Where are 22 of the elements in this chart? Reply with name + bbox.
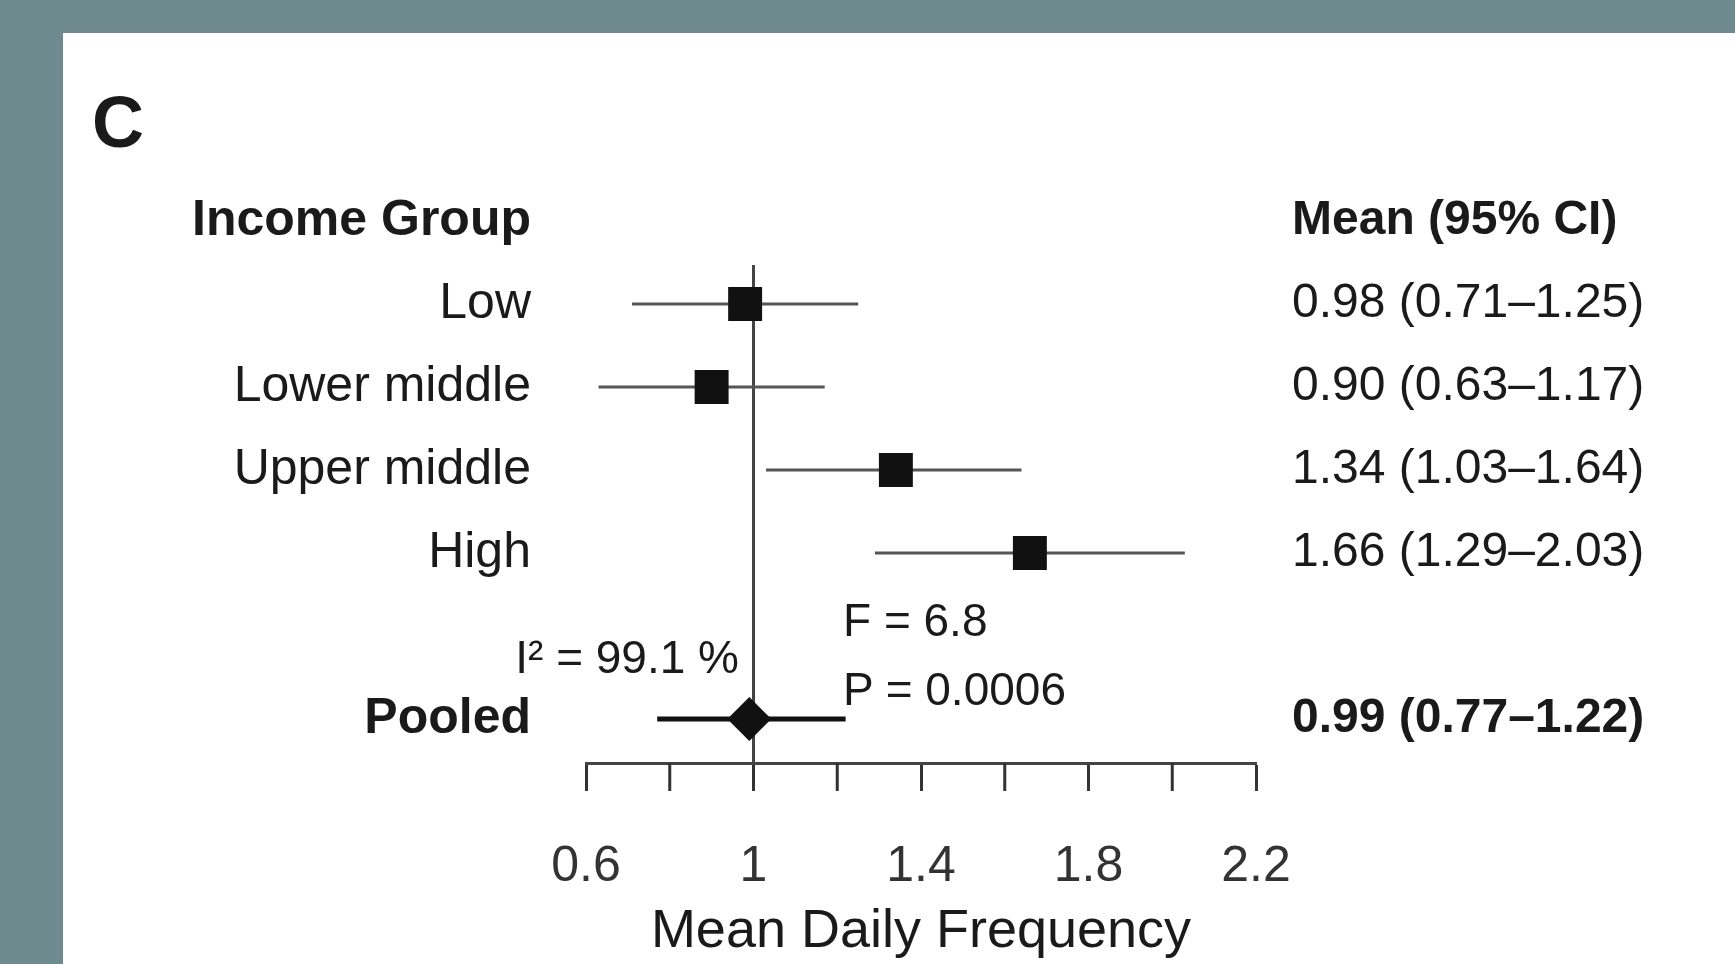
x-tick-label: 2.2 bbox=[1221, 835, 1291, 892]
y-tick-label: Lower middle bbox=[233, 355, 531, 412]
y-axis-title: Income Group bbox=[192, 189, 531, 246]
text: 0.98 (0.71–1.25) bbox=[1292, 274, 1645, 328]
x-axis-title: Mean Daily Frequency bbox=[650, 897, 1192, 958]
y-tick-label: High bbox=[428, 521, 531, 578]
y-tick-label: Low bbox=[439, 272, 532, 329]
x-tick-label: 0.6 bbox=[551, 835, 621, 892]
x-tick-label: 1 bbox=[739, 835, 768, 892]
text: 0.99 (0.77–1.22) bbox=[1292, 689, 1645, 743]
x-tick-label: 1.4 bbox=[886, 835, 956, 892]
text: 1.66 (1.29–2.03) bbox=[1292, 523, 1645, 577]
chart-title: C bbox=[92, 81, 144, 162]
annotation: I² = 99.1 % bbox=[515, 630, 739, 683]
y-tick-label: Upper middle bbox=[233, 438, 531, 495]
text: Mean (95% CI) bbox=[1292, 191, 1618, 245]
x-tick-label: 1.8 bbox=[1053, 835, 1124, 892]
text: 1.34 (1.03–1.64) bbox=[1292, 440, 1645, 494]
annotation: F = 6.8 bbox=[843, 593, 988, 646]
annotation: P = 0.0006 bbox=[843, 662, 1066, 715]
text: 0.90 (0.63–1.17) bbox=[1292, 357, 1645, 411]
y-tick-label: Pooled bbox=[364, 687, 531, 744]
